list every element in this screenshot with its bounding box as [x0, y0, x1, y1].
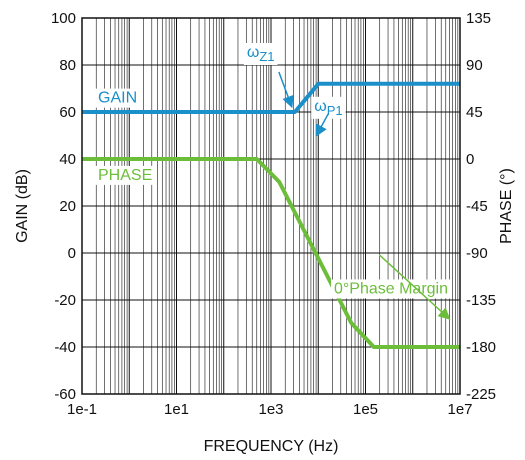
tick-labels: 1e-1 1e1 1e3 1e5 1e7 100 80 60 40 20 0 -20 -40 -60 135… [51, 10, 496, 418]
series-label-gain-bg [95, 88, 141, 108]
y-tick-label-left: 60 [59, 104, 76, 121]
x-axis-label: FREQUENCY (Hz) [204, 438, 339, 455]
series-line-phase [82, 157, 460, 349]
y-axis-label-left: GAIN (dB) [14, 169, 31, 243]
y-tick-label-left: -60 [54, 386, 76, 403]
x-tick-label: 1e3 [258, 401, 283, 418]
y-tick-label-left: 80 [59, 57, 76, 74]
series-line-gain [82, 81, 460, 114]
y-tick-label-right: 45 [466, 104, 483, 121]
y-tick-label-right: 135 [466, 10, 491, 27]
y-tick-label-left: 0 [68, 245, 76, 262]
omega-z1-arrow [278, 71, 294, 109]
y-tick-label-right: -135 [466, 292, 496, 309]
phase-margin-arrow [379, 254, 451, 320]
y-tick-label-left: 40 [59, 151, 76, 168]
y-tick-label-right: -180 [466, 339, 496, 356]
curves [82, 81, 460, 349]
y-axis-label-right: PHASE (°) [498, 168, 515, 244]
y-tick-label-left: 20 [59, 198, 76, 215]
series-label-phase-bg [95, 165, 156, 185]
omega-p1-label: ωP1 [314, 98, 342, 118]
series-label-phase: PHASE [98, 167, 152, 184]
y-tick-label-right: 90 [466, 57, 483, 74]
y-tick-label-right: -90 [466, 245, 488, 262]
phase-margin-label: 0°Phase Margin [334, 280, 448, 297]
y-tick-label-left: -40 [54, 339, 76, 356]
y-tick-label-right: 0 [466, 151, 474, 168]
omega-p1-label-bg [311, 96, 346, 119]
omega-p1-arrow [315, 113, 329, 137]
y-tick-label-right: -225 [466, 386, 496, 403]
y-tick-label-left: 100 [51, 10, 76, 27]
x-tick-label: 1e5 [353, 401, 378, 418]
grid [81, 18, 460, 394]
plot-frame [81, 17, 461, 395]
x-tick-label: 1e-1 [67, 401, 97, 418]
series-label-gain: GAIN [98, 90, 137, 107]
annotations: GAIN PHASE ωZ1 ωP1 0°Phase Margin [95, 43, 451, 320]
x-tick-label: 1e1 [164, 401, 189, 418]
y-tick-label-right: -45 [466, 198, 488, 215]
omega-z1-label: ωZ1 [247, 44, 275, 64]
y-tick-label-left: -20 [54, 292, 76, 309]
omega-z1-label-bg [243, 43, 278, 65]
x-tick-label: 1e7 [447, 401, 472, 418]
